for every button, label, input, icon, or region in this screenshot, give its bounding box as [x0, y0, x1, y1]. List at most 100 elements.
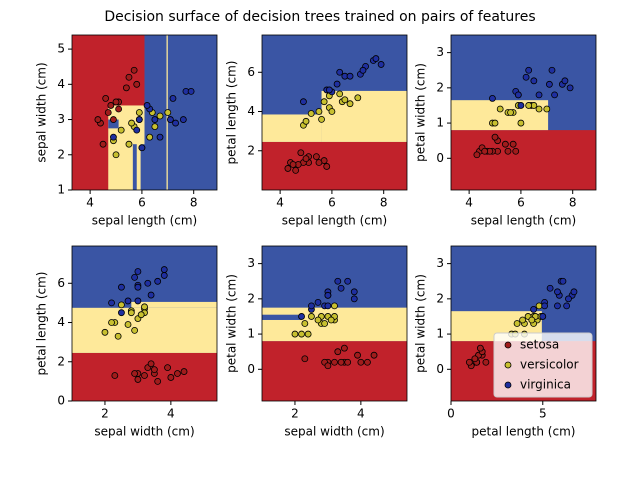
axes-frame [261, 34, 408, 191]
data-point [298, 330, 305, 338]
data-point [154, 277, 162, 285]
data-point [146, 133, 154, 141]
data-point [156, 133, 164, 141]
x-axis-label: petal length (cm) [472, 425, 576, 439]
y-tick-label: 0 [436, 151, 444, 165]
data-point [124, 321, 132, 328]
legend-box [493, 332, 593, 398]
data-point [135, 109, 143, 116]
axes-frame [71, 34, 218, 191]
data-point [504, 147, 512, 155]
data-point [525, 102, 533, 109]
y-tick-label: 6 [57, 276, 65, 290]
y-tick-label: 2 [247, 291, 255, 305]
y-tick-label: 0 [57, 394, 65, 408]
data-point [156, 112, 164, 120]
data-point [117, 126, 125, 134]
data-point [131, 326, 139, 334]
decision-region [262, 307, 407, 342]
data-point [308, 313, 315, 320]
data-point [563, 302, 571, 310]
data-point [535, 91, 543, 99]
data-point [131, 370, 139, 377]
data-point [101, 328, 109, 336]
data-point [344, 358, 352, 366]
data-point [364, 358, 371, 366]
data-point [517, 102, 525, 109]
data-point [302, 117, 310, 125]
data-point [180, 368, 188, 375]
data-point [519, 316, 526, 324]
y-tick-label: 4 [247, 104, 255, 118]
data-point [377, 61, 385, 68]
data-point [291, 330, 299, 338]
data-point [354, 351, 361, 359]
y-axis-label: petal width (cm) [225, 274, 239, 373]
data-point [489, 95, 496, 102]
data-point [370, 351, 378, 359]
data-point [512, 147, 520, 155]
x-tick-label: 4 [465, 196, 473, 210]
data-point [172, 119, 179, 127]
data-point [151, 123, 159, 130]
data-point [314, 298, 322, 306]
decision-region [321, 90, 407, 142]
data-point [528, 316, 536, 324]
data-point [122, 84, 130, 92]
data-point [125, 140, 133, 148]
y-tick-label: 1 [57, 183, 65, 197]
data-point [336, 90, 344, 98]
data-point [135, 116, 143, 123]
data-point [301, 355, 309, 363]
figure-title: Decision surface of decision trees train… [104, 9, 535, 25]
data-point [325, 86, 333, 94]
data-point [94, 116, 102, 123]
data-point [134, 283, 142, 291]
y-tick-label: 2 [57, 147, 65, 161]
data-point [350, 288, 358, 296]
data-point [324, 291, 332, 299]
data-point [359, 66, 367, 74]
data-point [147, 360, 155, 368]
legend-marker [504, 381, 512, 389]
data-point [315, 108, 323, 115]
data-point [513, 320, 521, 327]
legend-marker [504, 341, 512, 349]
data-point [321, 320, 329, 327]
data-point [357, 358, 365, 366]
data-point [138, 144, 146, 152]
data-point [302, 155, 310, 163]
legend-label: versicolor [520, 358, 579, 372]
data-point [530, 77, 538, 85]
data-point [308, 302, 315, 310]
data-point [535, 302, 543, 310]
decision-region [108, 119, 119, 129]
data-point [554, 302, 561, 310]
data-point [546, 284, 554, 292]
x-tick-label: 4 [357, 407, 365, 421]
data-point [525, 66, 533, 74]
data-point [115, 105, 123, 113]
data-point [491, 119, 499, 127]
data-point [543, 105, 551, 113]
x-axis-label: sepal length (cm) [471, 214, 576, 228]
data-point [134, 268, 142, 275]
data-point [102, 95, 110, 102]
data-point [118, 309, 125, 317]
data-point [133, 80, 141, 88]
data-point [114, 332, 122, 340]
data-point [331, 302, 338, 310]
data-point [473, 151, 481, 159]
legend-marker [504, 361, 512, 369]
data-point [344, 277, 352, 285]
data-point [346, 100, 354, 108]
data-point [166, 116, 174, 123]
y-tick-label: 0 [247, 362, 255, 376]
y-tick-label: 2 [247, 143, 255, 157]
y-tick-label: 2 [436, 291, 444, 305]
data-point [491, 133, 499, 141]
x-tick-label: 0 [447, 407, 455, 421]
data-point [354, 94, 362, 102]
data-point [545, 80, 553, 88]
